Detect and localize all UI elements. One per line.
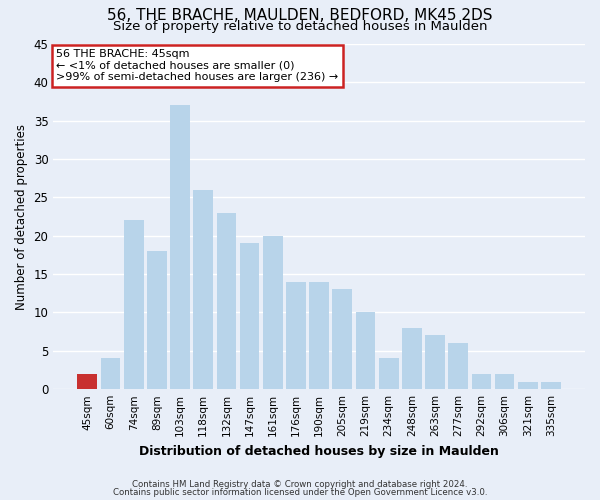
Bar xyxy=(170,106,190,389)
Y-axis label: Number of detached properties: Number of detached properties xyxy=(15,124,28,310)
Text: Contains HM Land Registry data © Crown copyright and database right 2024.: Contains HM Land Registry data © Crown c… xyxy=(132,480,468,489)
Text: Contains public sector information licensed under the Open Government Licence v3: Contains public sector information licen… xyxy=(113,488,487,497)
Bar xyxy=(518,382,538,389)
Bar xyxy=(495,374,514,389)
Bar xyxy=(263,236,283,389)
Bar xyxy=(147,251,167,389)
Text: Size of property relative to detached houses in Maulden: Size of property relative to detached ho… xyxy=(113,20,487,33)
Bar xyxy=(240,244,259,389)
Bar xyxy=(193,190,213,389)
Bar xyxy=(472,374,491,389)
Bar xyxy=(124,220,143,389)
Bar xyxy=(332,290,352,389)
Bar xyxy=(286,282,306,389)
Bar xyxy=(448,343,468,389)
Bar xyxy=(217,213,236,389)
Text: 56 THE BRACHE: 45sqm
← <1% of detached houses are smaller (0)
>99% of semi-detac: 56 THE BRACHE: 45sqm ← <1% of detached h… xyxy=(56,49,338,82)
Bar xyxy=(425,336,445,389)
Text: 56, THE BRACHE, MAULDEN, BEDFORD, MK45 2DS: 56, THE BRACHE, MAULDEN, BEDFORD, MK45 2… xyxy=(107,8,493,22)
Bar xyxy=(541,382,561,389)
Bar xyxy=(356,312,376,389)
Bar xyxy=(309,282,329,389)
Bar xyxy=(379,358,398,389)
Bar xyxy=(77,374,97,389)
Bar xyxy=(402,328,422,389)
Bar xyxy=(101,358,121,389)
X-axis label: Distribution of detached houses by size in Maulden: Distribution of detached houses by size … xyxy=(139,444,499,458)
